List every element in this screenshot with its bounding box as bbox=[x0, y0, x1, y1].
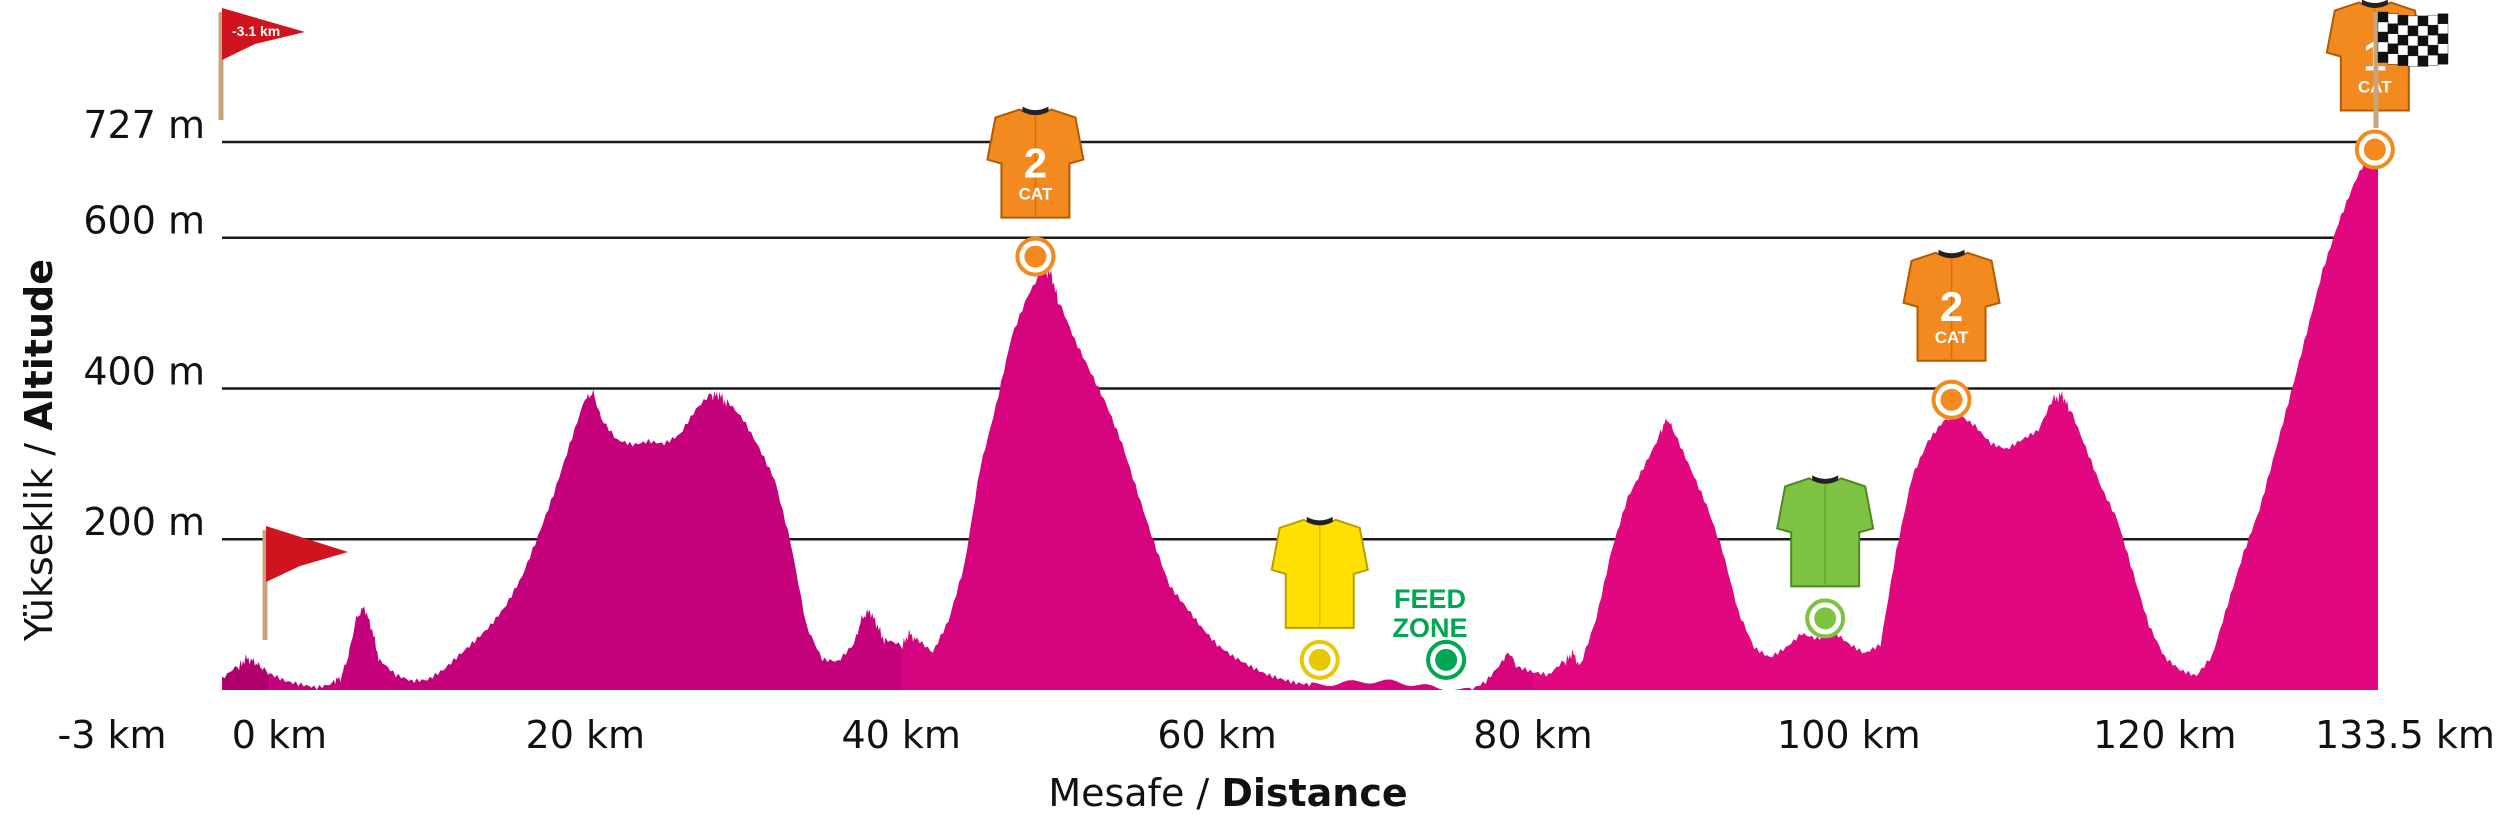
x-tick-label: 0 km bbox=[232, 713, 327, 757]
x-tick-label: 100 km bbox=[1777, 713, 1921, 757]
y-tick-label: 727 m bbox=[83, 103, 205, 147]
x-tick-label: 80 km bbox=[1473, 713, 1592, 757]
feed-zone-label-line1: FEED bbox=[1394, 584, 1466, 614]
sprint-marker-dot bbox=[1299, 639, 1340, 680]
climb-category-cat-label: CAT bbox=[1019, 185, 1053, 204]
climb-category-number: 2 bbox=[1940, 283, 1963, 330]
points-jersey-icon bbox=[1776, 475, 1875, 588]
finish-flag-icon bbox=[2373, 11, 2449, 128]
grid-layer: 200 m 400 m 600 m 727 m bbox=[83, 103, 2378, 544]
neutral-start-label: -3.1 km bbox=[232, 23, 280, 39]
x-tick-label: 133.5 km bbox=[2315, 713, 2495, 757]
race-start-flag-icon bbox=[262, 526, 348, 640]
x-tick-label: 40 km bbox=[841, 713, 960, 757]
feed-zone-label: FEED ZONE bbox=[1392, 584, 1467, 643]
climb-cat2-2-marker-dot bbox=[1931, 379, 1972, 420]
x-tick-label: 120 km bbox=[2093, 713, 2237, 757]
x-axis-title-regular: Mesafe bbox=[1048, 771, 1184, 815]
marker-layer: 2CAT2CAT1CAT bbox=[986, 0, 2424, 680]
x-tick-label: 60 km bbox=[1157, 713, 1276, 757]
race-section-area-2 bbox=[901, 266, 1541, 690]
x-axis-title: Mesafe / Distance bbox=[1048, 771, 1407, 815]
neutral-start-flag-icon: -3.1 km bbox=[218, 8, 305, 120]
x-tick-label: 20 km bbox=[526, 713, 645, 757]
race-section-area-1 bbox=[269, 389, 910, 690]
climb-category-number: 2 bbox=[1024, 140, 1047, 187]
feed-zone-marker-dot bbox=[1426, 639, 1467, 680]
y-tick-label: 200 m bbox=[83, 500, 205, 544]
climb-cat2-1-marker-dot bbox=[1015, 236, 1056, 277]
y-tick-label: 400 m bbox=[83, 349, 205, 393]
sprint-jersey-icon bbox=[1270, 516, 1369, 629]
x-tick-label: -3 km bbox=[58, 713, 167, 757]
points-marker-dot bbox=[1805, 598, 1846, 639]
feed-zone-label-line2: ZONE bbox=[1392, 613, 1467, 643]
neutral-section-area bbox=[222, 654, 270, 690]
y-axis-title: Yükseklik / Altitude bbox=[17, 259, 61, 642]
x-axis-title-bold: Distance bbox=[1221, 771, 1407, 815]
climb-cat1-finish-marker-dot bbox=[2354, 129, 2395, 170]
axis-layer: -3 km 0 km 20 km 40 km 60 km 80 km 100 km 120 k… bbox=[58, 713, 2495, 757]
area-layer bbox=[222, 142, 2378, 690]
y-tick-label: 600 m bbox=[83, 199, 205, 243]
y-axis-title-regular: Yükseklik bbox=[17, 468, 61, 642]
climb-category-cat-label: CAT bbox=[1935, 328, 1969, 347]
y-axis-title-bold: Altitude bbox=[17, 259, 61, 431]
race-section-area-3 bbox=[1533, 142, 2378, 690]
